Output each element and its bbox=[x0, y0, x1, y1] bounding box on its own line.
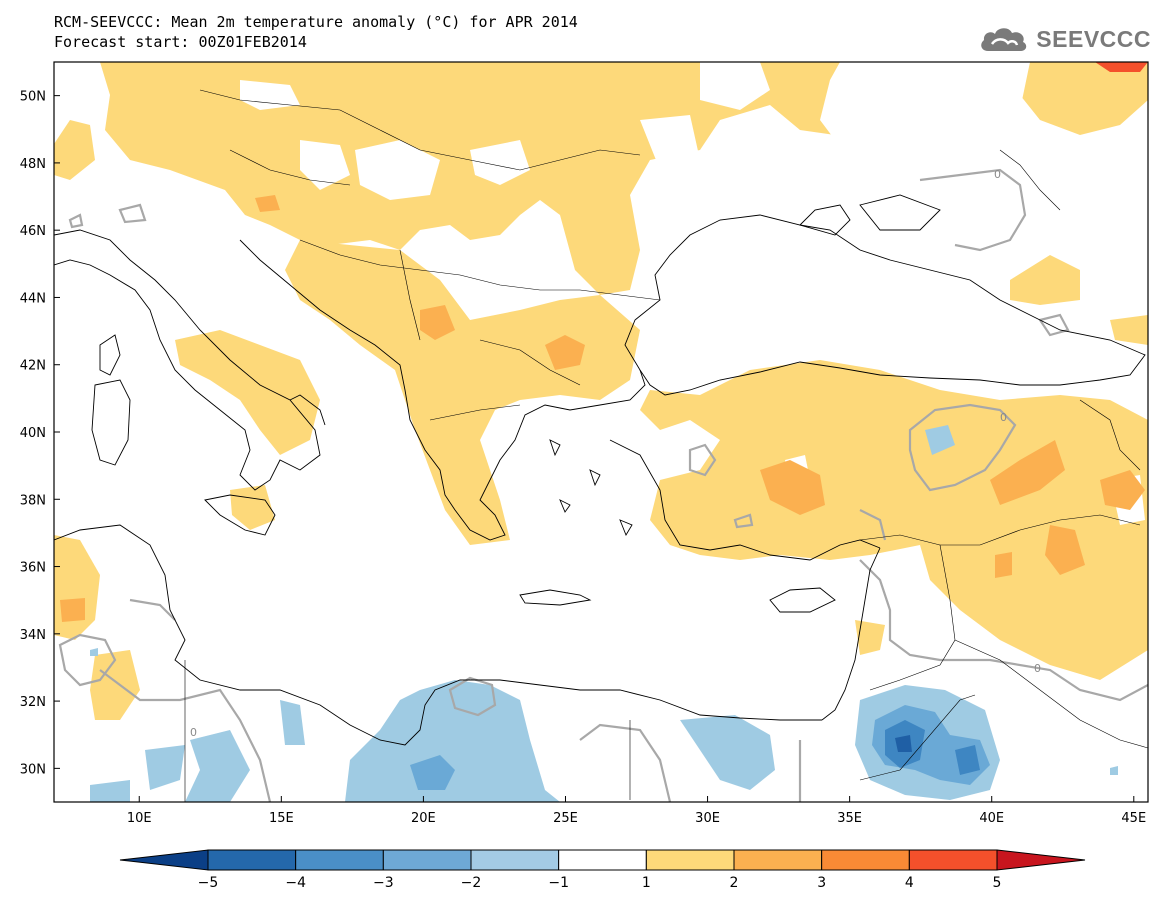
lon-tick-label: 45E bbox=[1121, 811, 1146, 826]
lon-tick-label: 15E bbox=[269, 811, 294, 826]
lon-tick-label: 25E bbox=[553, 811, 578, 826]
title-line-2: Forecast start: 00Z01FEB2014 bbox=[54, 33, 307, 51]
cold-anomaly-4-5 bbox=[895, 735, 912, 752]
lon-tick-label: 40E bbox=[979, 811, 1004, 826]
lat-tick-label: 32N bbox=[20, 695, 46, 710]
colorbar-label: −3 bbox=[373, 875, 394, 891]
colorbar-box bbox=[558, 849, 647, 871]
colorbar-label: 4 bbox=[905, 875, 914, 891]
colorbar-label: 2 bbox=[730, 875, 739, 891]
colorbar-label: −5 bbox=[198, 875, 219, 891]
lat-tick-label: 42N bbox=[20, 359, 46, 374]
lon-tick-label: 10E bbox=[127, 811, 152, 826]
colorbar-box bbox=[470, 849, 560, 871]
zero-contour-label-4: 0 bbox=[190, 726, 197, 739]
lon-tick-label: 20E bbox=[411, 811, 436, 826]
colorbar-label: −4 bbox=[285, 875, 306, 891]
country-borders bbox=[184, 89, 1148, 802]
longitude-axis: 10E 15E 20E 25E 30E 35E 40E 45E bbox=[127, 796, 1146, 826]
colorbar-box bbox=[733, 849, 823, 871]
map-title: RCM-SEEVCCC: Mean 2m temperature anomaly… bbox=[54, 12, 578, 52]
lat-tick-label: 46N bbox=[20, 224, 46, 239]
lon-tick-label: 30E bbox=[695, 811, 720, 826]
colorbar-label: 5 bbox=[993, 875, 1002, 891]
colorbar-legend: −5 −4 −3 −2 −1 1 2 3 4 5 bbox=[119, 849, 1086, 891]
colorbar-label: 3 bbox=[817, 875, 826, 891]
colorbar-box bbox=[382, 849, 472, 871]
map-area: 0 0 0 0 bbox=[54, 62, 1148, 802]
lon-tick-label: 35E bbox=[837, 811, 862, 826]
colorbar-arrow-right bbox=[996, 849, 1086, 871]
cloud-icon bbox=[981, 28, 1027, 51]
colorbar-label: 1 bbox=[642, 875, 651, 891]
zero-contour-label-2: 0 bbox=[1000, 411, 1007, 424]
colorbar-label: −1 bbox=[548, 875, 569, 891]
latitude-axis: 30N 32N 34N 36N 38N 40N 42N 44N 46N 48N 50N bbox=[20, 90, 60, 777]
colorbar-box bbox=[645, 849, 735, 871]
colorbar-box bbox=[207, 849, 297, 871]
colorbar-label: −2 bbox=[461, 875, 482, 891]
lat-tick-label: 50N bbox=[20, 90, 46, 105]
title-line-1: RCM-SEEVCCC: Mean 2m temperature anomaly… bbox=[54, 13, 578, 31]
lat-tick-label: 36N bbox=[20, 561, 46, 576]
colorbar-box bbox=[821, 849, 910, 871]
lat-tick-label: 44N bbox=[20, 291, 46, 306]
colorbar-arrow-left bbox=[119, 849, 209, 871]
colorbar-box bbox=[295, 849, 384, 871]
colorbar-box bbox=[908, 849, 998, 871]
warm-anomaly-4-5 bbox=[1095, 62, 1148, 72]
lat-tick-label: 30N bbox=[20, 762, 46, 777]
zero-contour-label-3: 0 bbox=[1034, 662, 1041, 675]
lat-tick-label: 38N bbox=[20, 493, 46, 508]
logo-text: SEEVCCC bbox=[1036, 25, 1151, 52]
seevccc-logo: SEEVCCC bbox=[978, 22, 1151, 56]
coastlines bbox=[54, 194, 1146, 746]
zero-contours bbox=[58, 168, 1148, 802]
lat-tick-label: 34N bbox=[20, 628, 46, 643]
lat-tick-label: 40N bbox=[20, 426, 46, 441]
warm-anomaly-2-3 bbox=[60, 195, 1145, 622]
zero-contour-label-1: 0 bbox=[994, 168, 1001, 181]
lat-tick-label: 48N bbox=[20, 157, 46, 172]
